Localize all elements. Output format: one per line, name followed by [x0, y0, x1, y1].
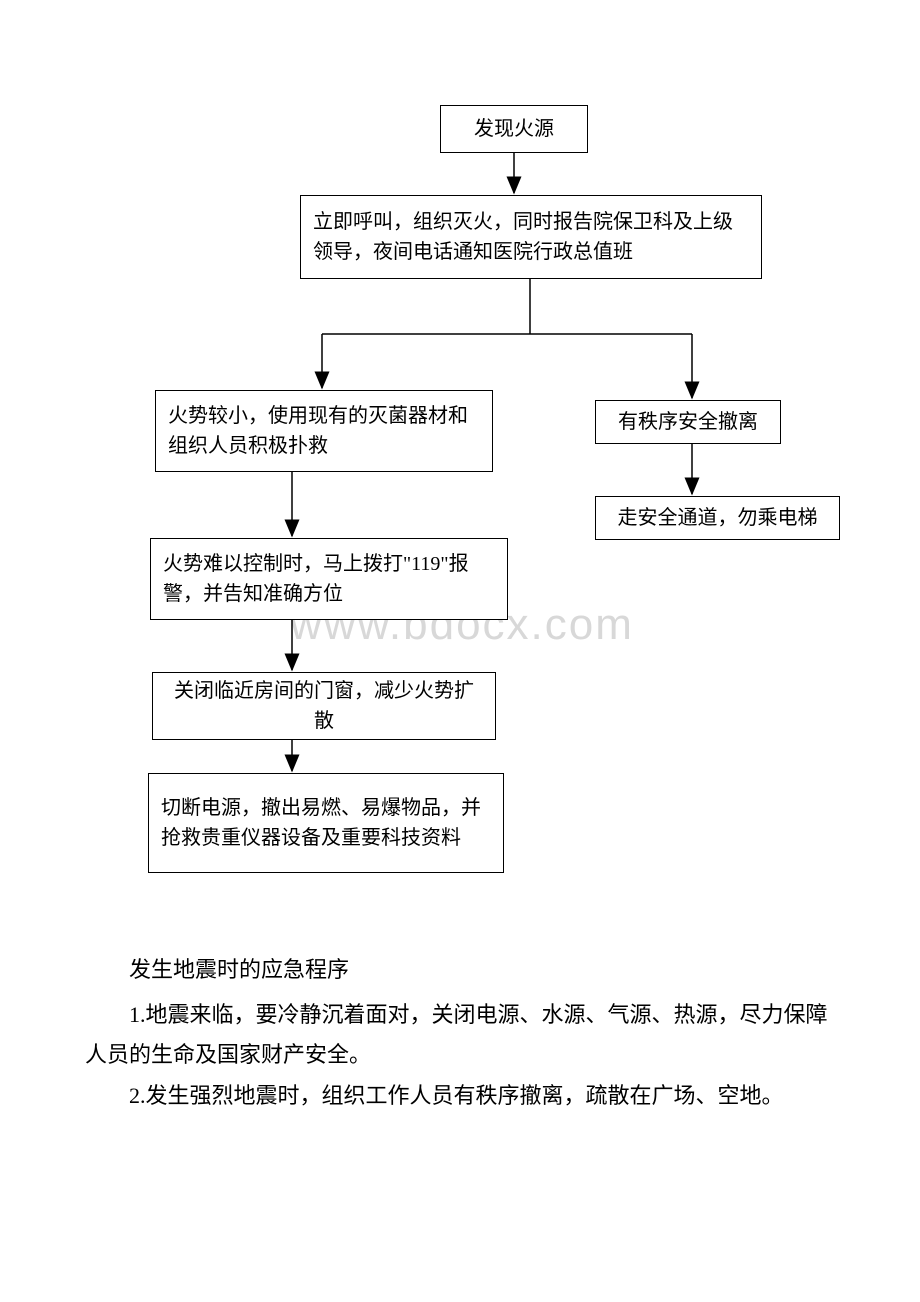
body-text: 发生地震时的应急程序 1.地震来临，要冷静沉着面对，关闭电源、水源、气源、热源，…	[85, 950, 845, 1117]
flowchart-edges	[0, 0, 920, 920]
para-2: 2.发生强烈地震时，组织工作人员有秩序撤离，疏散在广场、空地。	[85, 1076, 845, 1117]
heading-earthquake: 发生地震时的应急程序	[85, 950, 845, 991]
para-1: 1.地震来临，要冷静沉着面对，关闭电源、水源、气源、热源，尽力保障人员的生命及国…	[85, 995, 845, 1076]
flowchart-container: www.bdocx.com 发现火源 立即呼叫，组织灭火，同时报告院保卫科及上级…	[0, 0, 920, 920]
